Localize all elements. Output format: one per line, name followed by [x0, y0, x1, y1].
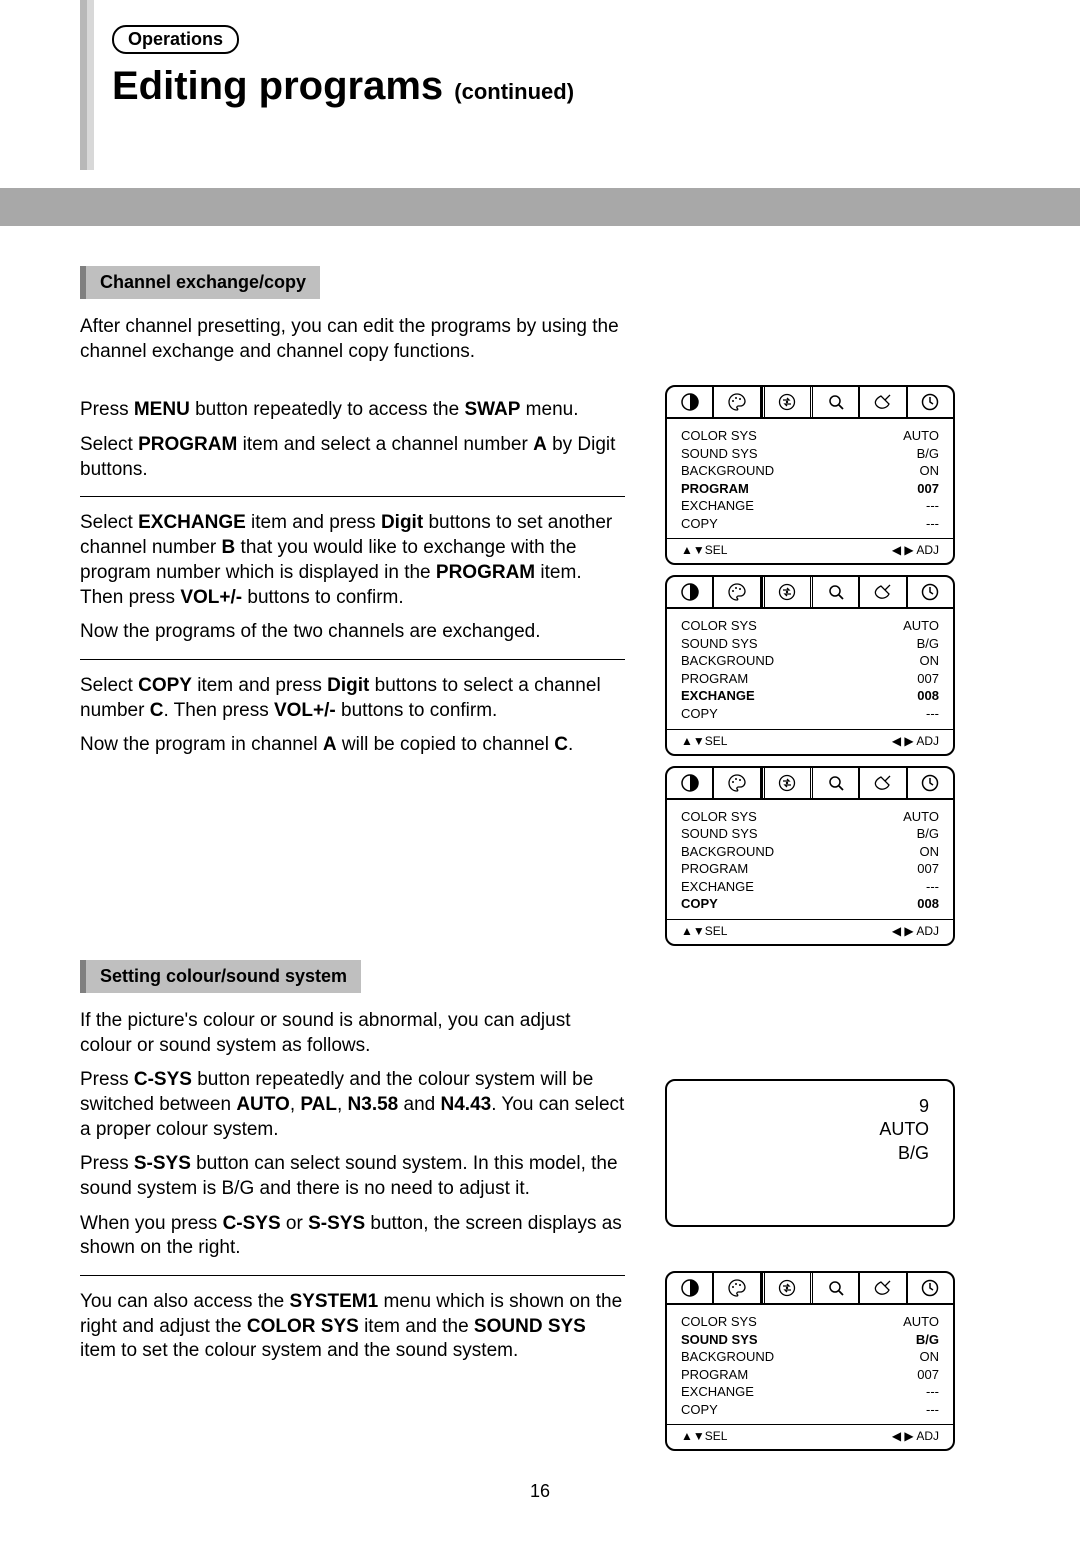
osd-system1: COLOR SYSAUTO SOUND SYSB/G BACKGROUNDON … [665, 1271, 955, 1451]
page-title-main: Editing programs [112, 64, 443, 108]
osd-swap-program: COLOR SYSAUTO SOUND SYSB/G BACKGROUNDON … [665, 385, 955, 565]
display-line3: B/G [691, 1142, 929, 1165]
s2-p5: You can also access the SYSTEM1 menu whi… [80, 1290, 625, 1364]
step2-result: Now the programs of the two channels are… [80, 620, 625, 645]
s2-p2: Press C-SYS button repeatedly and the co… [80, 1068, 625, 1142]
separator [80, 496, 625, 497]
swap-icon [762, 768, 813, 798]
clock-icon [908, 387, 953, 417]
section-colour-sound: Setting colour/sound system [80, 960, 361, 993]
magnify-icon [813, 768, 860, 798]
satdish-icon [860, 387, 907, 417]
satdish-icon [860, 1273, 907, 1303]
separator [80, 1275, 625, 1276]
s2-p3: Press S-SYS button can select sound syst… [80, 1152, 625, 1201]
intro-text: After channel presetting, you can edit t… [80, 315, 625, 364]
magnify-icon [813, 387, 860, 417]
step2-text: Select EXCHANGE item and press Digit but… [80, 511, 625, 610]
s2-p1: If the picture's colour or sound is abno… [80, 1009, 625, 1058]
palette-icon [714, 1273, 761, 1303]
step3-text: Select COPY item and press Digit buttons… [80, 674, 625, 723]
swap-icon [762, 577, 813, 607]
clock-icon [908, 1273, 953, 1303]
osd-swap-copy: COLOR SYSAUTO SOUND SYSB/G BACKGROUNDON … [665, 766, 955, 946]
contrast-icon [667, 577, 714, 607]
step1-line2: Select PROGRAM item and select a channel… [80, 433, 625, 482]
swap-icon [762, 387, 813, 417]
display-line1: 9 [691, 1095, 929, 1118]
display-line2: AUTO [691, 1118, 929, 1141]
page-title: Editing programs (continued) [112, 64, 1080, 109]
clock-icon [908, 768, 953, 798]
palette-icon [714, 577, 761, 607]
magnify-icon [813, 577, 860, 607]
palette-icon [714, 387, 761, 417]
satdish-icon [860, 577, 907, 607]
palette-icon [714, 768, 761, 798]
header-grey-bar [0, 188, 1080, 226]
satdish-icon [860, 768, 907, 798]
clock-icon [908, 577, 953, 607]
magnify-icon [813, 1273, 860, 1303]
page-title-continued: (continued) [454, 79, 574, 104]
swap-icon [762, 1273, 813, 1303]
section-channel-exchange-copy: Channel exchange/copy [80, 266, 320, 299]
osd-swap-exchange: COLOR SYSAUTO SOUND SYSB/G BACKGROUNDON … [665, 575, 955, 755]
display-csys-screen: 9 AUTO B/G [665, 1079, 955, 1227]
s2-p4: When you press C-SYS or S-SYS button, th… [80, 1212, 625, 1261]
page-number: 16 [80, 1481, 1000, 1502]
section-chip: Operations [112, 25, 239, 54]
header-vertical-bar [80, 0, 94, 170]
contrast-icon [667, 768, 714, 798]
contrast-icon [667, 387, 714, 417]
contrast-icon [667, 1273, 714, 1303]
separator [80, 659, 625, 660]
step3-result: Now the program in channel A will be cop… [80, 733, 625, 758]
step1-line1: Press MENU button repeatedly to access t… [80, 398, 625, 423]
